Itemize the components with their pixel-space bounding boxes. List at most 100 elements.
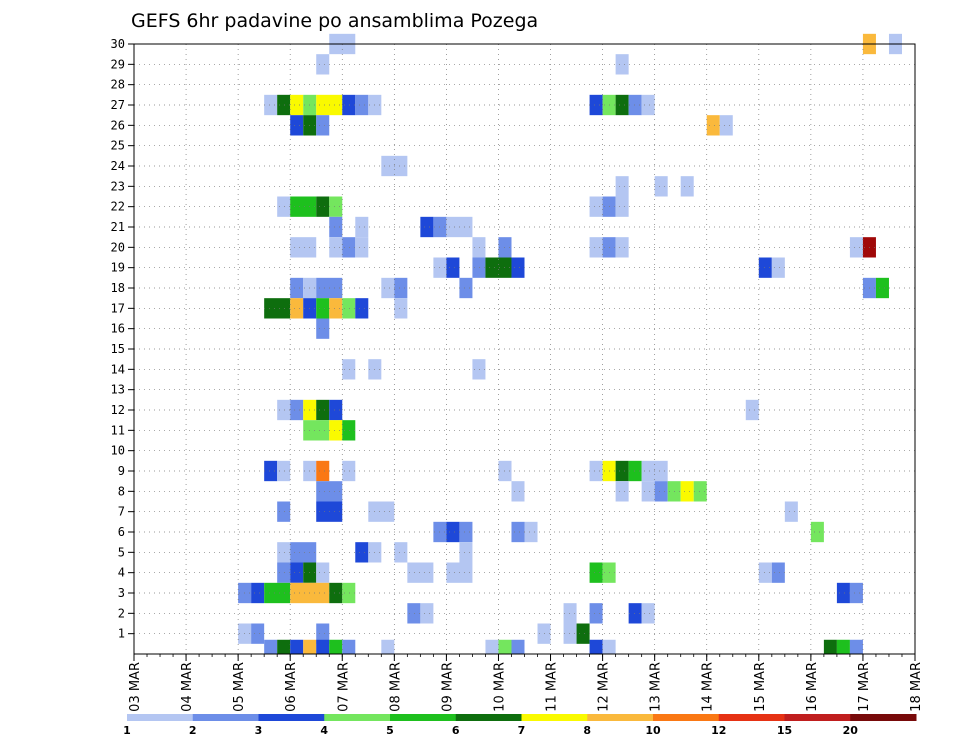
precip-cell	[316, 115, 330, 136]
y-tick-label: 28	[111, 78, 125, 92]
precip-cell	[316, 54, 330, 75]
legend-label: 6	[452, 724, 460, 737]
precip-cell	[342, 582, 356, 604]
legend-label: 2	[189, 724, 197, 737]
legend-label: 20	[843, 724, 859, 737]
precip-cell	[628, 460, 642, 482]
y-tick-label: 26	[111, 118, 125, 132]
precip-cell	[290, 94, 304, 116]
legend-swatch	[850, 714, 917, 721]
legend-swatch	[390, 714, 457, 721]
precip-cell	[589, 196, 603, 217]
precip-cell	[316, 399, 330, 421]
y-tick-label: 2	[118, 606, 125, 620]
precip-cell	[277, 562, 291, 583]
precip-cell	[355, 237, 369, 258]
x-tick-label: 11 MAR	[545, 662, 560, 712]
precip-cell	[329, 216, 343, 238]
precip-cell	[277, 501, 291, 522]
legend-swatch	[324, 714, 391, 721]
precip-cell	[316, 318, 330, 339]
x-tick-label: 10 MAR	[493, 662, 508, 712]
precip-cell	[641, 481, 655, 502]
legend-swatch	[258, 714, 325, 721]
precip-cell	[706, 115, 720, 136]
y-tick-label: 15	[111, 342, 125, 356]
precip-cell	[641, 603, 655, 624]
precip-cell	[641, 94, 655, 116]
precip-cell	[849, 639, 863, 654]
precip-cell	[446, 257, 460, 278]
y-tick-label: 14	[111, 362, 125, 376]
legend-swatch	[653, 714, 720, 721]
legend-swatch	[521, 714, 588, 721]
precip-cell	[719, 115, 733, 136]
y-axis: 1234567891011121314151617181920212223242…	[111, 37, 134, 641]
precip-cell	[251, 582, 265, 604]
precip-cell	[615, 481, 629, 502]
precip-cell	[745, 399, 759, 421]
precip-cell	[264, 460, 278, 482]
y-tick-label: 19	[111, 261, 125, 275]
precip-cell	[394, 277, 408, 299]
y-tick-label: 27	[111, 98, 125, 112]
precip-cell	[251, 623, 265, 644]
precip-cell	[758, 257, 772, 278]
precip-cell	[615, 460, 629, 482]
precip-cell	[381, 639, 395, 654]
x-tick-label: 06 MAR	[284, 662, 299, 712]
precip-cell	[342, 420, 356, 441]
precip-cell	[472, 237, 486, 258]
precip-cell	[628, 603, 642, 624]
legend-label: 1	[123, 724, 131, 737]
precip-cell	[394, 298, 408, 319]
legend-label: 15	[777, 724, 792, 737]
legend-label: 5	[386, 724, 394, 737]
precip-cell	[290, 298, 304, 319]
precip-cell	[316, 298, 330, 319]
precip-cell	[836, 639, 850, 654]
precip-cell	[342, 94, 356, 116]
legend-label: 8	[583, 724, 591, 737]
legend-swatch	[784, 714, 851, 721]
precip-cell	[771, 562, 785, 583]
precip-cell	[264, 94, 278, 116]
precip-cell	[615, 54, 629, 75]
precip-cell	[589, 639, 603, 654]
precip-cell	[290, 115, 304, 136]
precip-cell	[394, 542, 408, 563]
x-tick-label: 13 MAR	[649, 662, 664, 712]
precip-cell	[485, 257, 512, 278]
precip-cell	[277, 94, 291, 116]
y-tick-label: 3	[118, 586, 125, 600]
precip-cell	[316, 639, 330, 654]
y-tick-label: 23	[111, 179, 125, 193]
precip-cell	[810, 521, 824, 543]
precip-cell	[615, 94, 629, 116]
precip-cell	[472, 359, 486, 380]
precip-cell	[342, 460, 356, 482]
precip-cell	[511, 521, 525, 543]
heatmap-cells	[238, 33, 902, 654]
precip-cell	[498, 639, 512, 654]
precip-cell	[303, 639, 317, 654]
legend-swatch	[455, 714, 522, 721]
y-tick-label: 24	[111, 159, 125, 173]
precip-cell	[602, 639, 616, 654]
precip-cell	[836, 582, 850, 604]
precip-cell	[303, 420, 330, 441]
x-tick-label: 12 MAR	[597, 662, 612, 712]
precip-cell	[355, 216, 369, 238]
precip-cell	[589, 603, 603, 624]
y-tick-label: 18	[111, 281, 125, 295]
precip-cell	[654, 176, 668, 197]
precip-cell	[472, 257, 486, 278]
y-tick-label: 16	[111, 322, 125, 336]
precip-cell	[264, 639, 278, 654]
x-tick-label: 07 MAR	[336, 662, 351, 712]
precip-cell	[589, 94, 603, 116]
y-tick-label: 4	[118, 566, 125, 580]
precip-cell	[407, 562, 434, 583]
y-tick-label: 12	[111, 403, 125, 417]
precip-cell	[680, 481, 694, 502]
